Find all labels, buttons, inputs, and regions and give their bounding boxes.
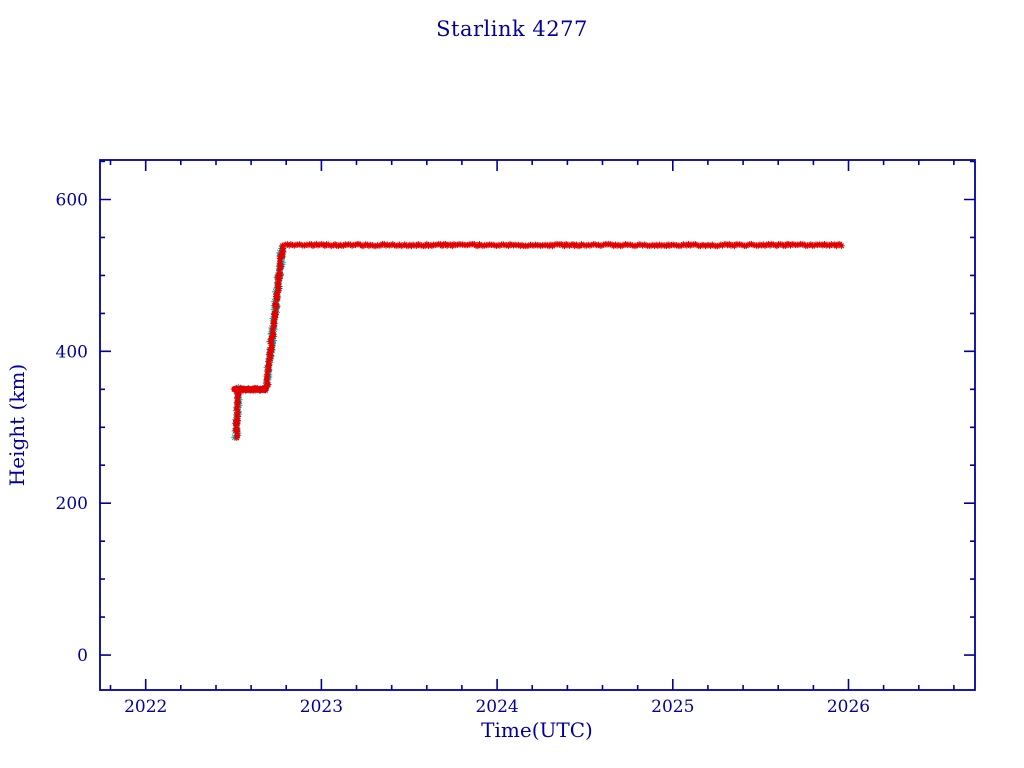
axis-ticks	[100, 160, 975, 690]
x-tick-label: 2022	[124, 697, 167, 717]
y-tick-label: 0	[77, 646, 88, 666]
data-series	[230, 240, 845, 442]
tick-labels: 2022 2023 2024 2025 2026 0 200 400 600	[56, 191, 871, 718]
x-tick-label: 2023	[300, 697, 343, 717]
height-track-primary	[230, 240, 845, 442]
y-tick-label: 600	[56, 191, 88, 211]
y-tick-label: 400	[56, 342, 88, 362]
x-axis-label: Time(UTC)	[481, 718, 593, 742]
y-tick-label: 200	[56, 494, 88, 514]
x-tick-label: 2026	[827, 697, 870, 717]
x-tick-label: 2024	[475, 697, 518, 717]
x-tick-label: 2025	[651, 697, 694, 717]
chart-title: Starlink 4277	[436, 17, 588, 41]
axis-frame	[99, 159, 976, 691]
